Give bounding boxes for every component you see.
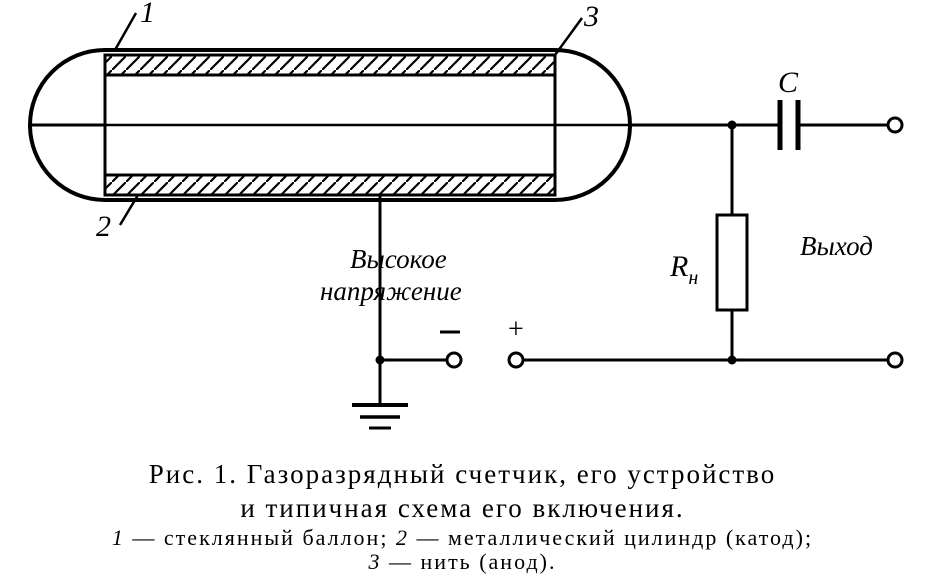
positive-terminal — [509, 353, 732, 367]
label-c: С — [778, 66, 799, 99]
caption-line-1: Рис. 1. Газоразрядный счетчик, его устро… — [0, 458, 925, 492]
label-2: 2 — [96, 210, 111, 243]
load-resistor — [717, 125, 747, 365]
label-rn: Rн — [669, 250, 698, 289]
cathode-wiring — [352, 195, 461, 428]
anode-wiring — [630, 121, 780, 130]
bottom-rail — [732, 353, 902, 367]
caption-line-2: и типичная схема его включения. — [0, 492, 925, 526]
plus-sign: + — [508, 314, 524, 345]
diagram-container: 1 2 3 + Высокое напряжение — [0, 0, 925, 570]
capacitor — [780, 100, 902, 150]
hv-label-1: Высокое — [350, 244, 447, 274]
label-1: 1 — [140, 0, 155, 29]
hv-label-2: напряжение — [320, 276, 462, 306]
leader-1 — [115, 13, 136, 50]
label-output: Выход — [800, 231, 873, 261]
caption-legend-2: 3 — нить (анод). — [0, 548, 925, 576]
label-3: 3 — [583, 0, 599, 33]
schematic-svg: 1 2 3 + Высокое напряжение — [0, 0, 925, 460]
